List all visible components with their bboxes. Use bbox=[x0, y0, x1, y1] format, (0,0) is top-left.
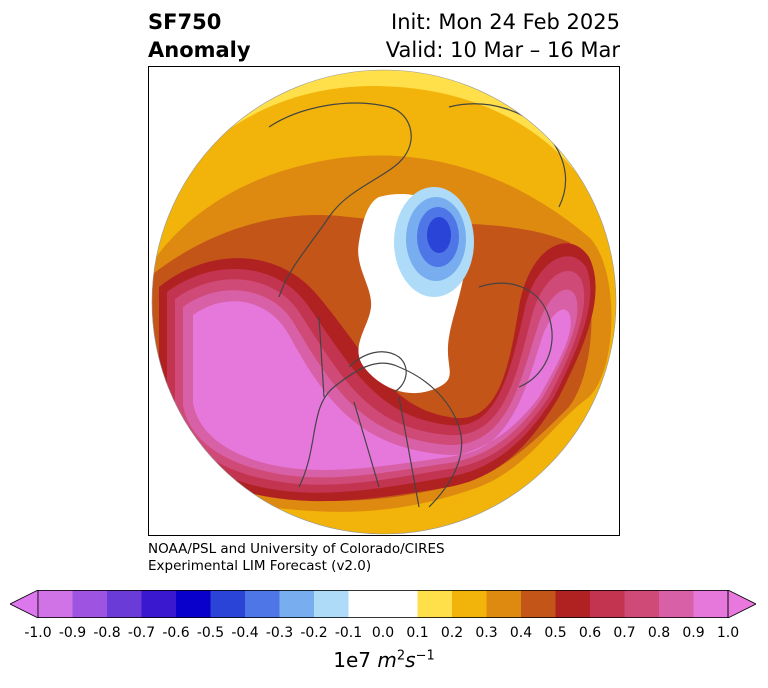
colorbar-segment bbox=[383, 590, 418, 618]
colorbar-segment bbox=[693, 590, 729, 618]
colorbar-segment bbox=[279, 590, 315, 618]
colorbar-tick-label: 0.5 bbox=[544, 625, 567, 641]
colorbar-segment bbox=[417, 590, 453, 618]
credit-text: NOAA/PSL and University of Colorado/CIRE… bbox=[148, 541, 445, 575]
colorbar-tick-label: 0.2 bbox=[440, 625, 464, 641]
colorbar-tick-label: -0.1 bbox=[334, 625, 363, 641]
colorbar-segment bbox=[107, 590, 142, 618]
colorbar-tick-label: 0.1 bbox=[406, 625, 429, 641]
colorbar-segment bbox=[486, 590, 522, 618]
units-s-exponent: −1 bbox=[415, 648, 435, 664]
colorbar-tick-label: 1.0 bbox=[716, 625, 740, 641]
colorbar-segment bbox=[624, 590, 660, 618]
colorbar-tick-label: 0.4 bbox=[509, 625, 533, 641]
colorbar-tick-label: 0.3 bbox=[475, 625, 498, 641]
colorbar-tick-label: -0.4 bbox=[231, 625, 259, 641]
colorbar-tick-label: -0.3 bbox=[265, 625, 294, 641]
colorbar-tick-label: 0.9 bbox=[682, 625, 705, 641]
anomaly-label: Anomaly bbox=[148, 38, 251, 62]
colorbar-tick-label: -1.0 bbox=[24, 625, 52, 641]
credit-line-2: Experimental LIM Forecast (v2.0) bbox=[148, 558, 372, 574]
colorbar-segment bbox=[659, 590, 694, 618]
polar-map bbox=[151, 69, 617, 535]
field-negative-4 bbox=[427, 217, 451, 253]
colorbar-extend-high bbox=[727, 590, 756, 618]
colorbar-extend-low bbox=[10, 590, 39, 618]
units-prefix: 1e7 bbox=[333, 648, 378, 672]
colorbar-tick-label: 0.0 bbox=[371, 625, 395, 641]
units-m-exponent: 2 bbox=[396, 648, 406, 664]
colorbar-segment bbox=[176, 590, 211, 618]
variable-label: SF750 bbox=[148, 10, 222, 34]
colorbar-frame bbox=[37, 590, 729, 618]
colorbar-tick-label: 0.8 bbox=[647, 625, 671, 641]
colorbar-tick-label: 0.7 bbox=[613, 625, 636, 641]
colorbar-tick-label: -0.5 bbox=[196, 625, 225, 641]
colorbar-segment bbox=[141, 590, 177, 618]
colorbar-segment bbox=[210, 590, 246, 618]
colorbar-units: 1e7 m2s−1 bbox=[0, 648, 768, 672]
date-info: Init: Mon 24 Feb 2025 Valid: 10 Mar – 16… bbox=[386, 8, 620, 64]
colorbar-segment bbox=[348, 590, 384, 618]
colorbar-segment bbox=[245, 590, 280, 618]
colorbar bbox=[10, 590, 756, 618]
colorbar-segment bbox=[452, 590, 487, 618]
colorbar-segment bbox=[38, 590, 73, 618]
colorbar-tick-label: -0.2 bbox=[300, 625, 328, 641]
colorbar-tick-label: -0.8 bbox=[93, 625, 121, 641]
map-panel bbox=[148, 66, 620, 536]
colorbar-ticks: -1.0 -0.9 -0.8 -0.7 -0.6 -0.5 -0.4 -0.3 -0.2 -0.1… bbox=[0, 625, 768, 645]
valid-range: Valid: 10 Mar – 16 Mar bbox=[385, 38, 620, 62]
colorbar-tick-label: -0.6 bbox=[162, 625, 190, 641]
map-title: SF750 Anomaly bbox=[148, 8, 251, 64]
colorbar-segment bbox=[72, 590, 108, 618]
colorbar-tick-label: -0.7 bbox=[127, 625, 156, 641]
colorbar-segment bbox=[521, 590, 556, 618]
field-level-9 bbox=[193, 301, 571, 470]
colorbar-tick-label: -0.9 bbox=[58, 625, 87, 641]
colorbar-segment bbox=[555, 590, 591, 618]
units-s: s bbox=[405, 648, 416, 672]
colorbar-segment bbox=[590, 590, 625, 618]
colorbar-tick-label: 0.6 bbox=[578, 625, 602, 641]
init-date: Init: Mon 24 Feb 2025 bbox=[391, 10, 620, 34]
colorbar-segment bbox=[314, 590, 349, 618]
units-m: m bbox=[377, 648, 397, 672]
credit-line-1: NOAA/PSL and University of Colorado/CIRE… bbox=[148, 541, 445, 557]
